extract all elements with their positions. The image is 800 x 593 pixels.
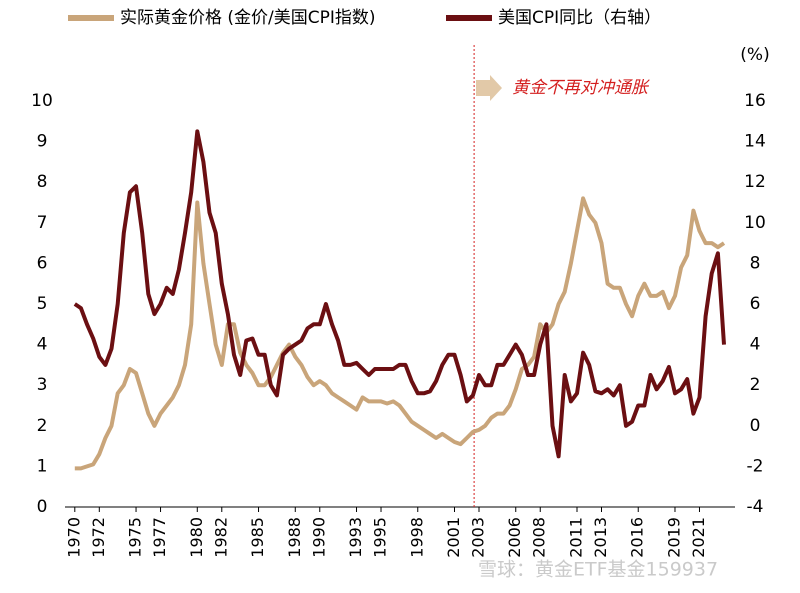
y2-tick-label: 10 <box>744 213 766 233</box>
watermark: 雪球：黄金ETF基金159937 <box>478 559 718 581</box>
legend-label: 美国CPI同比（右轴） <box>498 8 661 28</box>
y2-unit: (%) <box>740 45 769 65</box>
y2-tick-label: -2 <box>747 456 764 476</box>
x-tick-label: 1970 <box>64 517 83 558</box>
x-tick-label: 2008 <box>530 517 549 558</box>
x-tick-label: 1993 <box>346 517 365 558</box>
y-tick-label: 9 <box>37 132 48 152</box>
y-tick-label: 4 <box>37 335 48 355</box>
y2-tick-label: 8 <box>750 253 761 273</box>
x-tick-label: 2016 <box>628 517 647 558</box>
x-tick-label: 2013 <box>591 517 610 558</box>
y-tick-label: 10 <box>31 91 53 111</box>
annotation-arrow <box>476 75 502 101</box>
x-tick-label: 1998 <box>407 517 426 558</box>
x-tick-label: 1972 <box>89 517 108 558</box>
series-line <box>73 129 726 459</box>
x-tick-label: 2011 <box>566 517 585 558</box>
series-line <box>74 196 726 471</box>
y2-tick-label: 16 <box>744 91 766 111</box>
y-tick-label: 2 <box>37 416 48 436</box>
x-tick-label: 2001 <box>444 517 463 558</box>
y-tick-label: 7 <box>37 213 48 233</box>
x-tick-label: 1990 <box>309 517 328 558</box>
legend-label: 实际黄金价格 (金价/美国CPI指数) <box>120 8 376 28</box>
x-tick-label: 2003 <box>469 517 488 558</box>
x-tick-label: 1988 <box>285 517 304 558</box>
x-tick-label: 1980 <box>187 517 206 558</box>
y2-tick-label: 0 <box>750 416 761 436</box>
x-tick-label: 1975 <box>126 517 145 558</box>
x-tick-label: 2006 <box>505 517 524 558</box>
y-tick-label: 8 <box>37 172 48 192</box>
y2-tick-label: 12 <box>744 172 766 192</box>
y-tick-label: 5 <box>37 294 48 314</box>
x-tick-label: 1995 <box>371 517 390 558</box>
y-tick-label: 1 <box>37 456 48 476</box>
x-tick-label: 1985 <box>248 517 267 558</box>
x-tick-label: 2019 <box>664 517 683 558</box>
y-tick-label: 0 <box>37 497 48 517</box>
y2-tick-label: -4 <box>747 497 764 517</box>
y-tick-label: 3 <box>37 375 48 395</box>
x-tick-label: 2021 <box>689 517 708 558</box>
annotation-text: 黄金不再对冲通胀 <box>512 78 650 98</box>
y2-tick-label: 4 <box>750 335 761 355</box>
y2-tick-label: 2 <box>750 375 761 395</box>
y2-tick-label: 6 <box>750 294 761 314</box>
y-tick-label: 6 <box>37 253 48 273</box>
x-tick-label: 1977 <box>150 517 169 558</box>
x-tick-label: 1982 <box>211 517 230 558</box>
y2-tick-label: 14 <box>744 132 766 152</box>
